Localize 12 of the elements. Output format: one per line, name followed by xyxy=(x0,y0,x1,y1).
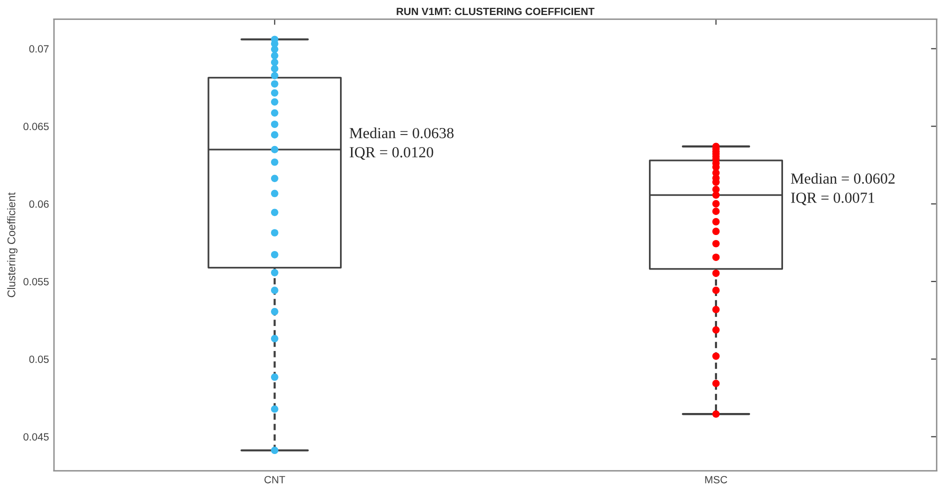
y-tick-label: 0.055 xyxy=(23,278,49,286)
x-tick-label: CNT xyxy=(264,476,286,484)
chart-title: RUN V1MT: CLUSTERING COEFFICIENT xyxy=(396,8,594,16)
y-tick-label: 0.07 xyxy=(29,45,49,53)
y-tick-label: 0.06 xyxy=(29,200,49,208)
y-axis-title: Clustering Coefficient xyxy=(7,192,18,298)
annotation: Median = 0.0602 IQR = 0.0071 xyxy=(790,172,895,206)
x-tick-label: MSC xyxy=(705,476,728,484)
y-tick-label: 0.05 xyxy=(29,356,49,363)
annotation: Median = 0.0638 IQR = 0.0120 xyxy=(350,128,454,160)
y-tick-label: 0.065 xyxy=(23,122,49,130)
y-tick-label: 0.045 xyxy=(23,433,49,441)
